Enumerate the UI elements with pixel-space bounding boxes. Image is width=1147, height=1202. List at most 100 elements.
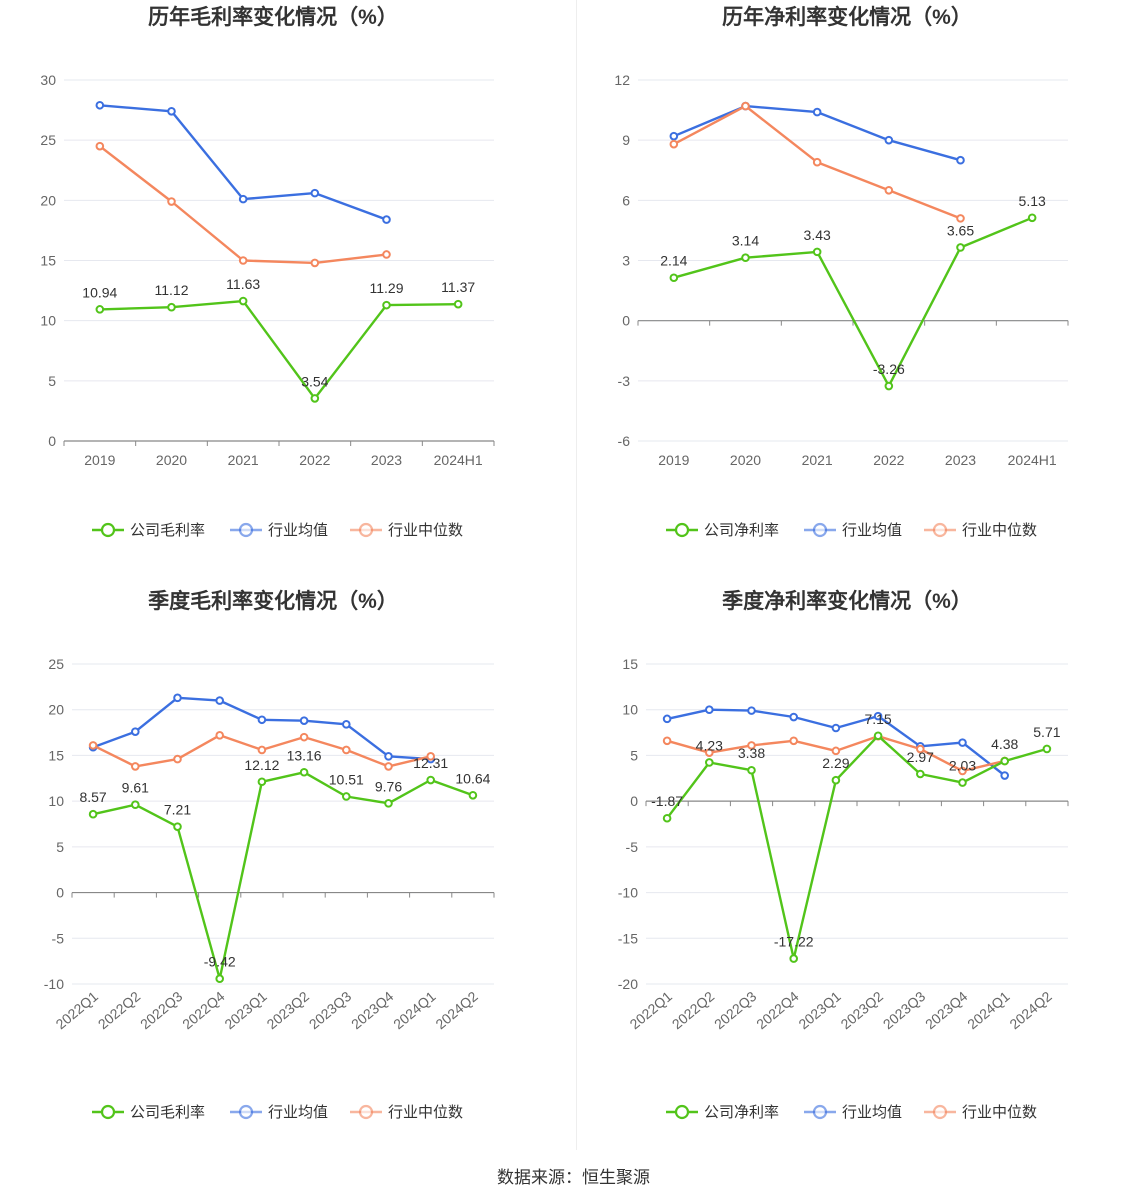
data-point-industry-median [426,752,436,761]
data-label: 10.64 [455,770,490,786]
legend-item-company[interactable]: 公司净利率 [666,522,779,539]
y-tick-label: 0 [622,313,630,329]
legend-item-industry-median[interactable]: 行业中位数 [350,1104,463,1121]
y-tick-label: 25 [48,656,64,672]
legend-label: 公司毛利率 [130,1104,205,1121]
data-point-company [1000,756,1010,766]
data-point-company [741,253,750,262]
data-point-company [131,800,140,810]
data-point-industry-avg [747,706,756,715]
data-point-company [747,765,756,775]
data-label: -17.22 [774,934,814,950]
x-tick-label: 2023Q3 [306,988,355,1032]
data-point-industry-median [741,101,750,111]
data-label: 3.65 [947,222,974,238]
data-point-industry-median [342,745,351,755]
data-point-industry-avg [215,696,224,705]
data-label: 3.43 [804,227,831,243]
x-tick-label: 2022Q4 [753,988,802,1032]
data-point-industry-avg [831,723,841,733]
y-tick-label: -6 [618,433,631,449]
y-tick-label: -5 [626,839,639,855]
legend-item-industry-avg[interactable]: 行业均值 [804,522,902,539]
chart-svg: 历年毛利率变化情况（%） 0 5 10 15 20 25 30 2019 2020 2021 2022… [40,5,495,539]
legend-item-industry-avg[interactable]: 行业均值 [230,1104,328,1121]
legend-item-industry-avg[interactable]: 行业均值 [230,522,328,539]
data-point-company [95,305,105,314]
legend-item-industry-median[interactable]: 行业中位数 [350,522,463,539]
data-point-company [468,790,478,800]
legend-item-company[interactable]: 公司毛利率 [92,522,205,539]
data-point-company [831,775,841,785]
data-label: 12.31 [413,755,448,771]
data-label: 11.12 [155,282,189,298]
series-line-company [673,216,1033,388]
data-label: 3.38 [738,745,765,761]
x-tick-label: 2024H1 [434,452,483,468]
data-point-industry-avg [705,705,714,715]
data-label: 9.76 [375,778,402,794]
legend-item-industry-median[interactable]: 行业中位数 [924,522,1037,539]
data-point-industry-median [215,731,224,740]
data-point-industry-median [884,186,894,195]
legend-item-company[interactable]: 公司净利率 [666,1104,779,1121]
data-point-industry-avg [662,714,672,724]
data-point-industry-avg [873,711,883,721]
y-tick-label: 15 [40,253,56,269]
data-point-industry-median [382,250,391,259]
y-tick-label: 30 [40,72,56,88]
data-point-industry-avg [384,752,393,761]
data-point-industry-avg [131,727,140,736]
y-tick-label: 5 [630,747,638,763]
x-tick-label: 2019 [658,452,689,468]
x-tick-label: 2020 [156,452,187,468]
x-tick-label: 2019 [84,452,115,468]
legend-label: 行业均值 [268,522,328,539]
y-tick-label: 12 [614,72,630,88]
data-point-company [669,273,679,283]
legend-item-industry-avg[interactable]: 行业均值 [804,1104,902,1121]
data-point-company [1042,744,1052,754]
x-tick-label: 2021 [802,452,833,468]
data-point-company [453,299,463,309]
x-tick-label: 2022Q2 [669,988,718,1032]
data-point-company [884,381,894,391]
data-point-industry-median [173,754,182,764]
x-tick-label: 2023Q2 [264,988,313,1032]
legend-item-company[interactable]: 公司毛利率 [92,1104,205,1121]
x-tick-label: 2022Q1 [53,988,102,1032]
data-point-company [956,243,965,252]
chart-title: 历年净利率变化情况（%） [722,5,972,29]
data-point-industry-avg [173,693,182,703]
y-tick-label: 0 [630,793,638,809]
data-label: -9.42 [204,954,236,970]
data-point-industry-median [88,741,98,750]
legend-label: 公司净利率 [704,522,779,539]
data-label: 9.61 [122,780,149,796]
data-point-industry-avg [299,716,309,725]
chart-panel-annual-gross-margin: 历年毛利率变化情况（%） 0 5 10 15 20 25 30 2019 2020 2021 2022… [0,0,573,582]
data-point-company [958,778,967,787]
y-tick-label: -20 [618,976,638,992]
data-label: 10.94 [82,284,117,300]
data-point-industry-median [662,736,672,746]
y-tick-label: 10 [40,313,56,329]
y-tick-label: -3 [618,373,631,389]
y-tick-label: 5 [48,373,56,389]
data-point-industry-median [789,736,798,746]
panel-divider [576,0,577,1150]
x-tick-label: 2021 [228,452,259,468]
y-tick-label: 20 [48,702,64,718]
x-tick-label: 2022Q2 [95,988,144,1032]
data-point-industry-median [238,256,248,265]
data-label: 10.51 [329,771,364,787]
data-point-company [299,767,309,777]
data-point-company [916,769,925,779]
data-label: 2.03 [949,758,976,774]
data-point-industry-avg [958,738,967,747]
legend-item-industry-median[interactable]: 行业中位数 [924,1104,1037,1121]
x-tick-label: 2024Q2 [432,988,481,1032]
y-tick-label: 0 [56,885,64,901]
data-point-industry-avg [1000,771,1010,780]
data-point-company [88,809,98,819]
